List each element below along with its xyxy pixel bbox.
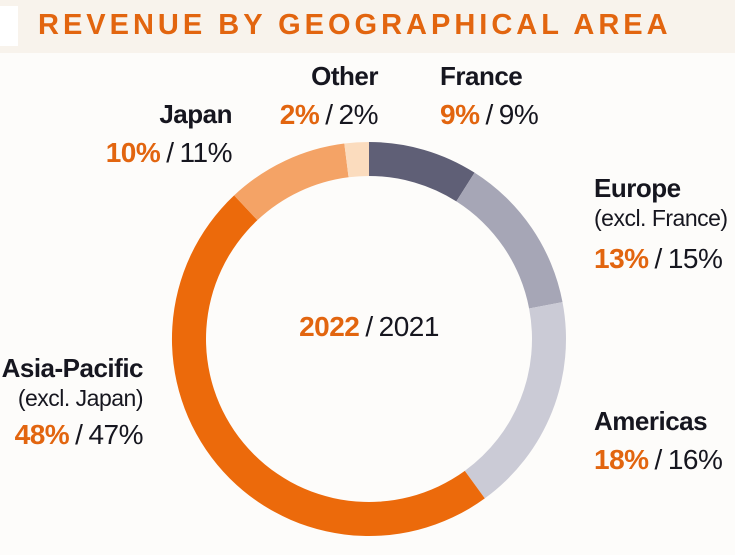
value-separator: / xyxy=(166,137,174,168)
label-block-france: France 9%/9% xyxy=(440,61,539,130)
center-separator: / xyxy=(365,311,373,342)
value-2022: 18% xyxy=(594,444,649,475)
donut-segment-other xyxy=(344,141,369,178)
corner-artifact xyxy=(0,6,18,46)
value-separator: / xyxy=(485,99,493,130)
value-separator: / xyxy=(75,419,83,451)
value-2022: 2% xyxy=(279,99,320,130)
region-values: 13%/15% xyxy=(594,245,728,273)
value-separator: / xyxy=(325,99,333,130)
value-2021: 11% xyxy=(179,137,233,168)
region-values: 9%/9% xyxy=(440,99,539,130)
region-values: 10%/11% xyxy=(105,137,233,168)
value-2022: 48% xyxy=(14,419,70,451)
region-subtitle: (excl. Japan) xyxy=(17,385,144,411)
value-2022: 10% xyxy=(105,137,161,168)
donut-segment-france xyxy=(369,142,475,202)
value-2021: 15% xyxy=(667,243,723,275)
region-values: 18%/16% xyxy=(594,444,723,475)
center-year-previous: 2021 xyxy=(378,311,440,342)
label-block-asia-pacific: Asia-Pacific (excl. Japan) 48%/47% xyxy=(1,353,144,451)
value-2021: 16% xyxy=(667,444,723,475)
region-name: France xyxy=(440,61,523,91)
value-2021: 47% xyxy=(88,419,143,451)
region-name: Other xyxy=(311,61,378,91)
value-2022: 13% xyxy=(594,243,649,275)
page-title: REVENUE BY GEOGRAPHICAL AREA xyxy=(38,9,672,41)
value-separator: / xyxy=(654,444,663,475)
donut-segment-japan xyxy=(234,143,349,221)
label-block-japan: Japan 10%/11% xyxy=(105,99,233,168)
region-name: Europe xyxy=(594,173,681,203)
header-strip xyxy=(0,0,735,53)
region-name: Americas xyxy=(594,406,708,436)
donut-segment-europe xyxy=(456,172,563,309)
donut-center-label: 2022/2021 xyxy=(299,313,439,341)
label-block-americas: Americas 18%/16% xyxy=(594,406,723,475)
value-separator: / xyxy=(654,243,663,275)
region-values: 2%/2% xyxy=(279,99,379,130)
label-block-other: Other 2%/2% xyxy=(279,61,379,130)
value-2022: 9% xyxy=(440,99,480,130)
value-2021: 9% xyxy=(498,99,539,130)
label-block-europe: Europe (excl. France) 13%/15% xyxy=(594,175,728,273)
region-subtitle: (excl. France) xyxy=(594,205,728,231)
donut-segment-americas xyxy=(464,302,566,499)
center-year-current: 2022 xyxy=(299,311,360,342)
region-values: 48%/47% xyxy=(2,419,144,451)
value-2021: 2% xyxy=(338,99,379,130)
donut-segment-asia-pacific xyxy=(171,195,485,537)
region-name: Japan xyxy=(159,99,232,129)
region-name: Asia-Pacific xyxy=(1,353,144,383)
